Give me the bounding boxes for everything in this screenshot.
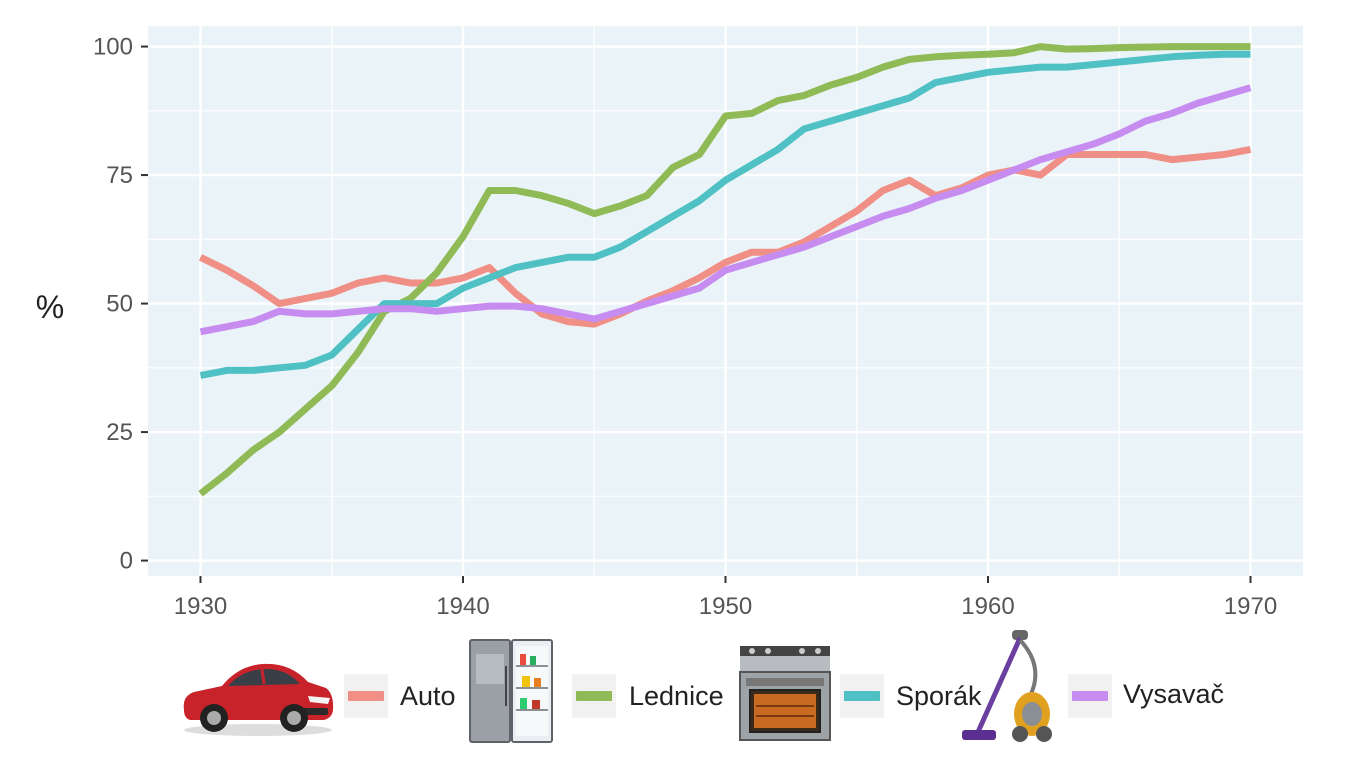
series-line-lednice	[198, 43, 1251, 497]
y-tick-label: 50	[106, 291, 133, 318]
y-axis-title: %	[36, 289, 64, 325]
y-tick-label: 75	[106, 162, 133, 189]
refrigerator-icon	[469, 639, 553, 743]
legend: Auto Lednice Sporák	[170, 628, 1270, 748]
legend-label-sporak: Sporák	[896, 681, 982, 711]
x-tick-label: 1970	[1224, 593, 1277, 620]
x-tick-label: 1930	[174, 593, 227, 620]
legend-key-lednice	[572, 674, 616, 718]
legend-key-vysavac	[1068, 674, 1112, 718]
y-tick-label: 0	[120, 548, 133, 575]
series-line-auto	[198, 145, 1252, 328]
legend-key-auto	[344, 674, 388, 718]
car-icon	[183, 663, 334, 736]
x-tick-label: 1960	[961, 593, 1014, 620]
series-lines	[198, 43, 1252, 497]
x-tick-label: 1950	[699, 593, 752, 620]
series-line-vysavac	[199, 84, 1252, 336]
y-tick-label: 100	[93, 34, 133, 61]
legend-label-auto: Auto	[400, 681, 456, 711]
legend-label-vysavac: Vysavač	[1123, 679, 1225, 709]
x-tick-label: 1940	[436, 593, 489, 620]
line-chart: 1930 1940 1950 1960 1970 0 25 50 75 100 %	[36, 26, 1303, 620]
legend-label-lednice: Lednice	[629, 681, 724, 711]
vacuum-cleaner-icon	[962, 630, 1052, 742]
legend-key-sporak	[840, 674, 884, 718]
stove-icon	[739, 646, 831, 741]
y-tick-label: 25	[106, 419, 133, 446]
axis-ticks: 1930 1940 1950 1960 1970 0 25 50 75 100	[93, 34, 1277, 620]
grid-lines	[148, 26, 1303, 576]
